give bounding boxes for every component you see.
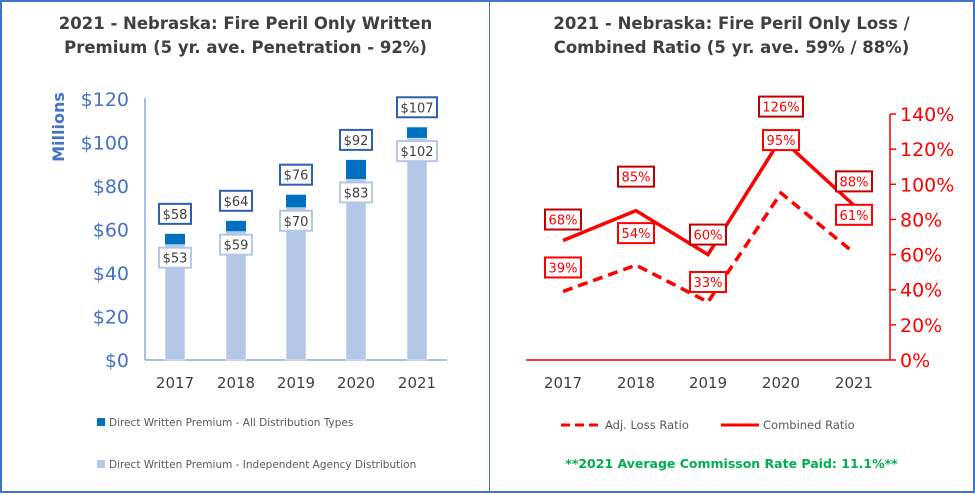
data-label-all: $76 bbox=[284, 169, 309, 184]
title-line-2: Premium (5 yr. ave. Penetration - 92%) bbox=[64, 38, 427, 57]
legend-swatch bbox=[97, 418, 105, 426]
data-label-all-box bbox=[396, 96, 438, 119]
data-label-combined-ratio-box bbox=[758, 95, 804, 118]
data-label-loss-ratio-box bbox=[544, 256, 582, 279]
y-tick-label: 0% bbox=[900, 350, 930, 372]
ratio-chart-panel: 2021 - Nebraska: Fire Peril Only Loss / … bbox=[489, 0, 975, 493]
data-label-independent-box bbox=[279, 209, 313, 232]
data-label-independent: $59 bbox=[224, 239, 249, 254]
y-tick-label: $40 bbox=[93, 263, 129, 285]
data-label-combined-ratio-box bbox=[617, 165, 655, 188]
data-label-combined-ratio-box bbox=[544, 208, 582, 231]
data-label-all-box bbox=[219, 189, 253, 212]
data-label-all-box bbox=[339, 128, 373, 151]
data-label-independent-box bbox=[339, 181, 373, 204]
bar-independent-agency bbox=[285, 207, 307, 361]
legend-label: Adj. Loss Ratio bbox=[605, 418, 689, 432]
x-tick-label: 2020 bbox=[337, 374, 375, 392]
bar-independent-agency bbox=[164, 244, 186, 361]
data-label-loss-ratio-box bbox=[762, 129, 800, 152]
data-label-all: $92 bbox=[344, 134, 369, 149]
data-label-loss-ratio: 54% bbox=[622, 227, 651, 242]
x-tick-label: 2017 bbox=[156, 374, 194, 392]
commission-note: **2021 Average Commisson Rate Paid: 11.1… bbox=[565, 456, 898, 471]
adj-loss-ratio-line bbox=[562, 190, 856, 305]
data-label-loss-ratio: 33% bbox=[694, 276, 723, 291]
data-label-combined-ratio: 88% bbox=[840, 175, 869, 190]
data-label-loss-ratio: 95% bbox=[767, 134, 796, 149]
title-line-2: Combined Ratio (5 yr. ave. 59% / 88%) bbox=[553, 38, 910, 57]
data-label-all: $107 bbox=[400, 101, 433, 116]
data-label-combined-ratio: 60% bbox=[694, 229, 723, 244]
data-label-independent-box bbox=[396, 140, 438, 163]
x-tick-label: 2018 bbox=[617, 374, 655, 392]
y-tick-label: 80% bbox=[900, 209, 942, 231]
y-tick-label: $20 bbox=[93, 307, 129, 329]
y-tick-label: 120% bbox=[900, 139, 954, 161]
premium-bar-chart: $0 $20 $40 $60 $80 $100 $120 Millions $58 $53 2017… bbox=[49, 89, 447, 471]
y-tick-label: 40% bbox=[900, 280, 942, 302]
y-tick-label: $0 bbox=[105, 350, 129, 372]
y-tick-label: 60% bbox=[900, 245, 942, 267]
data-label-independent: $83 bbox=[344, 186, 369, 201]
x-tick-label: 2021 bbox=[835, 374, 873, 392]
y-tick-label: $100 bbox=[81, 133, 129, 155]
data-label-loss-ratio-box bbox=[617, 222, 655, 245]
premium-chart-panel: 2021 - Nebraska: Fire Peril Only Written… bbox=[0, 0, 490, 493]
data-label-loss-ratio-box bbox=[835, 203, 873, 226]
data-label-loss-ratio-box bbox=[689, 271, 727, 294]
legend-label: Direct Written Premium - All Distributio… bbox=[109, 417, 353, 429]
data-label-combined-ratio: 85% bbox=[622, 171, 651, 186]
y-tick-label: 20% bbox=[900, 315, 942, 337]
data-label-all: $64 bbox=[224, 195, 249, 210]
ratio-chart-title: 2021 - Nebraska: Fire Peril Only Loss / … bbox=[490, 12, 973, 60]
data-label-loss-ratio: 61% bbox=[840, 209, 869, 224]
data-label-independent: $102 bbox=[400, 145, 433, 160]
title-line-1: 2021 - Nebraska: Fire Peril Only Written bbox=[58, 14, 433, 33]
x-tick-label: 2019 bbox=[277, 374, 315, 392]
x-tick-label: 2017 bbox=[544, 374, 582, 392]
ratio-line-chart: 0% 20% 40% 60% 80% 100% 120% 140% 2017 2018 2019 20… bbox=[526, 95, 954, 432]
data-label-loss-ratio: 39% bbox=[549, 261, 578, 276]
bar-independent-agency bbox=[225, 231, 247, 361]
y-tick-label: 100% bbox=[900, 174, 954, 196]
y-tick-label: $120 bbox=[81, 89, 129, 111]
premium-chart-title: 2021 - Nebraska: Fire Peril Only Written… bbox=[2, 12, 489, 60]
x-tick-label: 2018 bbox=[217, 374, 255, 392]
data-label-independent-box bbox=[158, 246, 192, 269]
combined-ratio-line bbox=[562, 135, 856, 257]
legend-label: Direct Written Premium - Independent Age… bbox=[109, 459, 416, 471]
legend-label: Combined Ratio bbox=[763, 418, 855, 432]
bar-independent-agency bbox=[345, 179, 367, 361]
title-line-1: 2021 - Nebraska: Fire Peril Only Loss / bbox=[553, 14, 910, 33]
data-label-all-box bbox=[279, 163, 313, 186]
y-axis-title: Millions bbox=[49, 92, 68, 162]
data-label-independent: $70 bbox=[284, 215, 309, 230]
data-label-independent-box bbox=[219, 233, 253, 256]
x-tick-label: 2019 bbox=[689, 374, 727, 392]
bar-independent-agency bbox=[406, 137, 428, 361]
data-label-combined-ratio-box bbox=[835, 170, 873, 193]
legend-swatch bbox=[97, 460, 105, 468]
data-label-combined-ratio: 126% bbox=[762, 101, 799, 116]
data-label-all: $58 bbox=[163, 208, 188, 223]
y-tick-label: 140% bbox=[900, 104, 954, 126]
y-tick-label: $60 bbox=[93, 220, 129, 242]
y-tick-label: $80 bbox=[93, 176, 129, 198]
x-tick-label: 2020 bbox=[762, 374, 800, 392]
data-label-combined-ratio: 68% bbox=[549, 214, 578, 229]
x-tick-label: 2021 bbox=[398, 374, 436, 392]
data-label-combined-ratio-box bbox=[689, 223, 727, 246]
data-label-independent: $53 bbox=[163, 252, 188, 267]
data-label-all-box bbox=[158, 202, 192, 225]
